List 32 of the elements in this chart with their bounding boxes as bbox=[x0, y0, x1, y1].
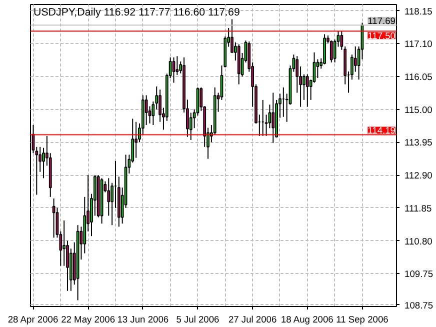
y-tick-label: 118.15 bbox=[404, 6, 432, 16]
y-tick-label: 111.85 bbox=[404, 203, 432, 214]
y-tick-label: 112.90 bbox=[404, 170, 432, 181]
candlestick bbox=[302, 74, 306, 100]
y-tick-label: 110.80 bbox=[404, 236, 432, 246]
candlestick bbox=[107, 178, 110, 216]
candlestick bbox=[354, 46, 357, 72]
candlestick bbox=[316, 58, 320, 79]
y-tick-label: 108.75 bbox=[404, 300, 434, 310]
candlestick bbox=[272, 92, 275, 144]
candlestick bbox=[144, 94, 148, 126]
candlestick bbox=[134, 121, 138, 158]
ref-line-label: 117.69 bbox=[368, 16, 396, 26]
ref-line-label: 117.50 bbox=[368, 31, 396, 42]
x-tick-label: 18 Aug 2006 bbox=[280, 314, 334, 324]
x-tick-label: 28 Apr 2006 bbox=[8, 314, 58, 324]
x-tick-label: 22 May 2006 bbox=[61, 314, 116, 324]
x-tick-label: 5 Jul 2006 bbox=[176, 314, 220, 324]
x-tick-label: 11 Sep 2006 bbox=[336, 314, 388, 324]
y-tick-label: 109.75 bbox=[404, 269, 434, 280]
y-tick-label: 116.05 bbox=[404, 72, 432, 82]
y-tick-label: 117.10 bbox=[404, 39, 432, 50]
chart-title: USDJPY,Daily 116.92 117.77 116.60 117.69 bbox=[34, 6, 240, 18]
x-tick-label: 13 Jun 2006 bbox=[117, 314, 169, 324]
candlestick bbox=[306, 74, 309, 108]
x-tick-label: 27 Jul 2006 bbox=[228, 314, 277, 324]
candlestick bbox=[62, 220, 66, 266]
y-tick-label: 113.95 bbox=[404, 138, 432, 148]
candlestick bbox=[176, 56, 179, 76]
candlestick bbox=[330, 40, 333, 63]
ref-line-label: 114.19 bbox=[368, 126, 396, 136]
y-tick-label: 115.00 bbox=[404, 104, 432, 115]
